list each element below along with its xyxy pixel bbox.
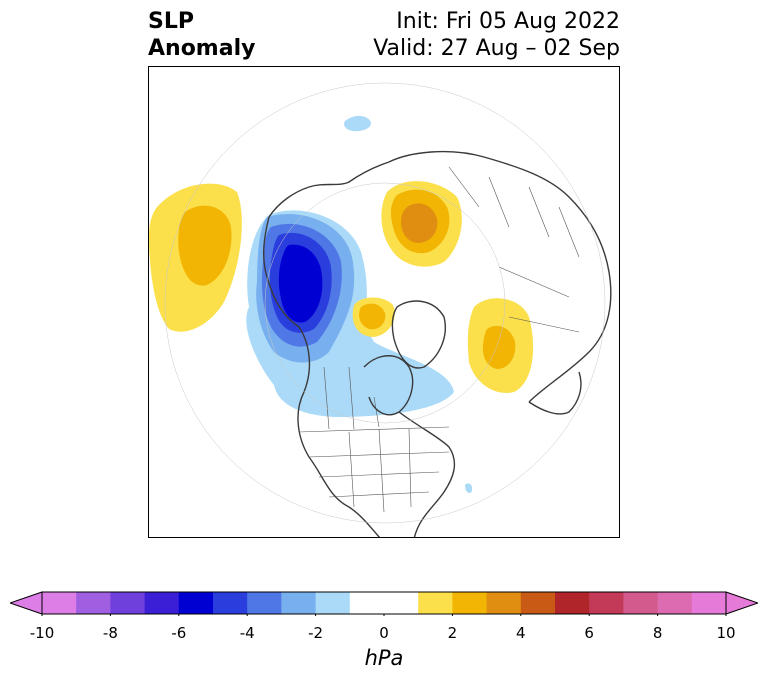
- title-variable: SLP: [148, 9, 194, 34]
- coast-hudson-bay: [363, 355, 414, 416]
- graticule-circle: [264, 182, 506, 424]
- anomaly-small-patch-arctic: [344, 115, 371, 132]
- colorbar-tick-label: 4: [516, 624, 526, 642]
- colorbar-segment: [520, 592, 556, 614]
- anomaly-contour-plus3-siberia: [401, 203, 438, 243]
- colorbar-tick-label: -6: [171, 624, 187, 642]
- colorbar-segment: [384, 592, 419, 614]
- map-svg: [149, 82, 612, 537]
- title-left: SLP Anomaly: [148, 8, 255, 62]
- coast-north-america: [262, 216, 381, 537]
- anomaly-small-patch-atlantic: [465, 483, 473, 493]
- colorbar-segment: [76, 592, 111, 614]
- colorbar-segment: [315, 592, 351, 614]
- valid-range: Valid: 27 Aug – 02 Sep: [373, 36, 620, 61]
- coast-europe: [528, 371, 582, 415]
- coastlines: [262, 150, 612, 537]
- colorbar-segment: [555, 592, 590, 614]
- coast-alaska: [268, 161, 390, 218]
- anomaly-contour-plus2-pacific: [178, 205, 232, 286]
- colorbar: [10, 591, 758, 616]
- negative-anomaly-region: [246, 115, 473, 493]
- colorbar-unit-label: hPa: [364, 646, 404, 670]
- anomaly-contour-plus2-arctic: [359, 303, 386, 330]
- border-us-states: [308, 428, 450, 513]
- political-borders: [298, 166, 580, 513]
- colorbar-segment: [213, 592, 248, 614]
- init-date: Init: Fri 05 Aug 2022: [396, 9, 620, 34]
- colorbar-segment: [691, 592, 727, 614]
- colorbar-tick-label: -10: [29, 624, 55, 642]
- map-panel: [148, 66, 620, 538]
- coast-greenland: [391, 300, 446, 369]
- positive-anomaly-region: [149, 181, 534, 393]
- colorbar-segment: [452, 592, 488, 614]
- colorbar-segment: [110, 592, 146, 614]
- colorbar-tick-label: -2: [308, 624, 324, 642]
- colorbar-extend-under: [10, 591, 43, 615]
- colorbar-segment: [657, 592, 693, 614]
- colorbar-segment: [42, 592, 77, 614]
- colorbar-segment: [178, 592, 214, 614]
- colorbar-segment: [418, 592, 453, 614]
- colorbar-segment: [589, 592, 624, 614]
- title-right: Init: Fri 05 Aug 2022 Valid: 27 Aug – 02…: [373, 8, 620, 62]
- colorbar-tick-label: 6: [584, 624, 594, 642]
- colorbar-segment: [486, 592, 522, 614]
- colorbar-tick-label: 8: [652, 624, 663, 642]
- colorbar-segment: [623, 592, 659, 614]
- colorbar-tick-label: 10: [716, 624, 736, 642]
- anomaly-contour-minus5: [278, 244, 323, 323]
- border-eurasia: [448, 166, 580, 333]
- colorbar-segment: [144, 592, 180, 614]
- coast-east-us: [398, 411, 456, 537]
- map-graticule: [164, 82, 606, 524]
- anomaly-contour-plus2-europe: [482, 325, 516, 369]
- colorbar-extend-over: [725, 591, 758, 615]
- colorbar-segment: [281, 592, 317, 614]
- colorbar-tick-label: -4: [239, 624, 255, 642]
- graticule-circle: [164, 82, 606, 524]
- colorbar-tick-label: -8: [102, 624, 118, 642]
- colorbar-segment: [349, 592, 385, 614]
- colorbar-segment: [247, 592, 282, 614]
- border-canada-us: [298, 426, 450, 433]
- title-variable-sub: Anomaly: [148, 36, 256, 61]
- colorbar-tick-label: 2: [447, 624, 458, 642]
- coast-eurasia: [388, 150, 612, 403]
- colorbar-tick-label: 0: [379, 624, 389, 642]
